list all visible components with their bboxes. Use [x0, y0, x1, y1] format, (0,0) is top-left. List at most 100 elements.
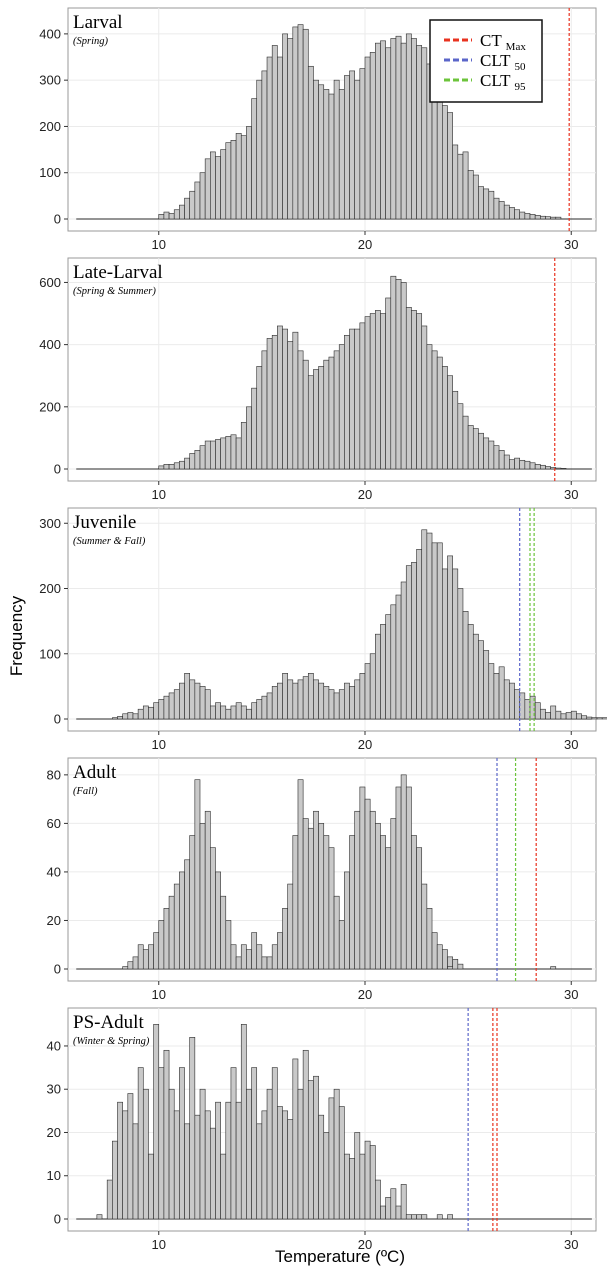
- histogram-bar: [261, 1110, 268, 1220]
- histogram-bar: [318, 823, 325, 970]
- histogram-bar: [524, 213, 531, 220]
- histogram-bar: [292, 26, 299, 220]
- histogram-bar: [313, 810, 319, 970]
- histogram-bar: [359, 68, 366, 220]
- histogram-bar: [452, 568, 459, 720]
- histogram-bar: [431, 350, 438, 470]
- histogram-bar: [282, 33, 288, 220]
- histogram-bar: [385, 614, 392, 720]
- histogram-bar: [328, 1097, 335, 1220]
- y-tick-label: 600: [39, 275, 61, 290]
- histogram-bar: [488, 663, 495, 720]
- histogram-bar: [230, 140, 237, 220]
- histogram-bar: [210, 1127, 216, 1220]
- histogram-bar: [467, 170, 474, 220]
- y-tick-label: 100: [39, 646, 61, 661]
- legend-label: CLT 50: [480, 51, 526, 73]
- histogram-bar: [277, 325, 283, 470]
- histogram-bar: [302, 28, 309, 220]
- histogram-bar: [323, 835, 330, 970]
- x-tick-label: 10: [152, 237, 166, 252]
- histogram-bar: [240, 422, 247, 470]
- histogram-bar: [313, 679, 319, 720]
- histogram-bar: [354, 328, 361, 470]
- histogram-bar: [364, 1140, 371, 1220]
- histogram-bar: [251, 702, 258, 720]
- histogram-bar: [318, 84, 325, 220]
- histogram-bar: [158, 1067, 165, 1220]
- histogram-bar: [277, 1106, 283, 1220]
- histogram-bar: [127, 961, 134, 970]
- histogram-bar: [194, 779, 201, 970]
- histogram-bar: [323, 1132, 330, 1220]
- histogram-bar: [266, 1088, 273, 1220]
- histogram-bar: [457, 963, 464, 970]
- histogram-bar: [333, 895, 340, 970]
- histogram-bar: [442, 105, 448, 220]
- histogram-bar: [318, 366, 325, 470]
- histogram-bar: [189, 190, 196, 220]
- histogram-bar: [261, 695, 268, 720]
- histogram-bar: [168, 692, 175, 720]
- histogram-bar: [400, 1184, 407, 1220]
- histogram-bar: [215, 702, 221, 720]
- histogram-bar: [411, 310, 417, 470]
- histogram-bar: [524, 699, 531, 720]
- histogram-bar: [132, 713, 139, 720]
- y-tick-label: 0: [54, 962, 61, 977]
- histogram-bar: [179, 204, 185, 220]
- histogram-bar: [277, 56, 283, 220]
- histogram-bar: [349, 835, 355, 970]
- x-tick-label: 30: [564, 737, 578, 752]
- histogram-bar: [380, 624, 386, 720]
- histogram-bar: [555, 710, 562, 720]
- histogram-bar: [457, 153, 464, 220]
- histogram-bar: [210, 440, 216, 470]
- histogram-bar: [503, 204, 510, 220]
- x-tick-label: 20: [358, 737, 372, 752]
- histogram-bar: [261, 70, 268, 220]
- histogram-bar: [117, 716, 123, 720]
- histogram-bar: [416, 45, 423, 220]
- histogram-bar: [307, 1080, 314, 1220]
- histogram-bar: [173, 462, 180, 470]
- histogram-bar: [271, 334, 278, 470]
- histogram-bar: [204, 1110, 211, 1220]
- histogram-bar: [380, 40, 386, 220]
- histogram-bar: [364, 663, 371, 720]
- histogram-bar: [338, 344, 345, 470]
- histogram-bar: [328, 93, 335, 220]
- histogram-bar: [333, 692, 340, 720]
- histogram-bar: [266, 338, 273, 470]
- y-tick-label: 400: [39, 337, 61, 352]
- histogram-bar: [514, 689, 520, 720]
- histogram-bar: [478, 640, 484, 720]
- histogram-bar: [292, 682, 299, 720]
- histogram-bar: [509, 459, 515, 470]
- histogram-bar: [514, 457, 520, 470]
- histogram-bar: [163, 1049, 170, 1220]
- panel-title: Late-Larval: [73, 262, 163, 283]
- histogram-bar: [271, 45, 278, 220]
- histogram-bar: [338, 1106, 345, 1220]
- histogram-bar: [395, 594, 402, 720]
- y-tick-label: 30: [47, 1082, 61, 1097]
- histogram-bar: [112, 717, 118, 720]
- histogram-bar: [173, 883, 180, 970]
- histogram-bar: [204, 158, 211, 220]
- histogram-bar: [287, 38, 294, 220]
- histogram-bar: [333, 1088, 340, 1220]
- histogram-bar: [328, 847, 335, 970]
- histogram-bar: [235, 437, 242, 470]
- histogram-bar: [534, 214, 541, 220]
- histogram-bar: [472, 174, 479, 220]
- histogram-bar: [344, 1153, 350, 1220]
- histogram-bar: [215, 439, 221, 470]
- histogram-bar: [478, 186, 484, 220]
- histogram-bar: [189, 679, 196, 720]
- histogram-bar: [462, 415, 469, 470]
- histogram-bar: [452, 390, 459, 470]
- histogram-bar: [127, 712, 134, 720]
- histogram-bar: [385, 1197, 392, 1220]
